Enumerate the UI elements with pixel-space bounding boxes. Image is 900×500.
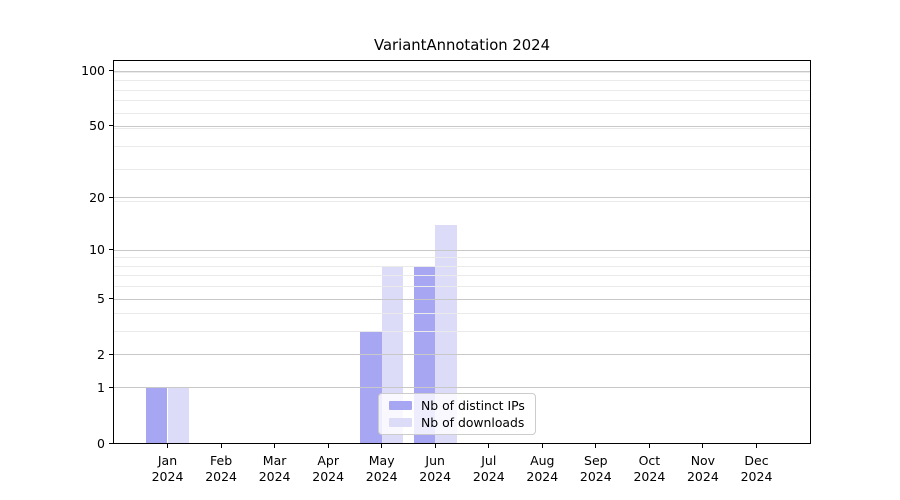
x-tick-label: Oct 2024 [617, 453, 681, 485]
bar-downloads [435, 224, 457, 443]
x-tick-year: 2024 [472, 469, 505, 484]
legend-swatch-distinct-ips [389, 401, 412, 410]
gridline-minor [114, 127, 810, 129]
gridline-major [114, 70, 810, 72]
x-tick-label: Dec 2024 [725, 453, 789, 485]
x-tick-year: 2024 [633, 469, 666, 484]
gridline-minor [114, 265, 810, 267]
gridline-minor [114, 168, 810, 170]
gridline-minor [114, 112, 810, 114]
gridline-minor [114, 286, 810, 288]
legend-item-downloads: Nb of downloads [389, 415, 525, 430]
gridline-minor [114, 275, 810, 277]
x-tick-mark [381, 444, 383, 448]
x-tick-year: 2024 [151, 469, 184, 484]
x-tick-mark [702, 444, 704, 448]
gridline-minor [114, 80, 810, 82]
y-tick-label: 0 [97, 435, 105, 451]
x-tick-label: Apr 2024 [296, 453, 360, 485]
bar-downloads [167, 387, 189, 443]
x-tick-mark [488, 444, 490, 448]
x-tick-year: 2024 [526, 469, 559, 484]
y-tick-label: 5 [97, 291, 105, 306]
gridline-minor [114, 89, 810, 91]
x-tick-month: Jun [425, 453, 445, 468]
x-tick-year: 2024 [419, 469, 452, 484]
x-tick-label: May 2024 [350, 453, 414, 485]
x-tick-label: Jul 2024 [457, 453, 521, 485]
gridline-major [114, 298, 810, 300]
x-tick-label: Feb 2024 [189, 453, 253, 485]
legend: Nb of distinct IPs Nb of downloads [378, 393, 536, 435]
x-tick-label: Mar 2024 [243, 453, 307, 485]
y-tick-label: 2 [97, 346, 105, 362]
gridline-major [114, 387, 810, 389]
bar-distinct-ips [360, 331, 382, 443]
x-tick-mark [434, 444, 436, 448]
x-tick-label: Jun 2024 [403, 453, 467, 485]
x-tick-mark [220, 444, 222, 448]
gridline-major [114, 249, 810, 251]
x-tick-month: Oct [638, 453, 661, 468]
legend-label-downloads: Nb of downloads [421, 415, 525, 430]
x-tick-mark [595, 444, 597, 448]
gridline-major [114, 354, 810, 356]
y-tick-label: 50 [89, 118, 105, 134]
x-tick-month: Feb [210, 453, 233, 468]
x-tick-mark [541, 444, 543, 448]
gridline-major [114, 125, 810, 127]
y-tick-label: 10 [89, 242, 105, 258]
plot-area [113, 60, 811, 444]
x-tick-month: Apr [317, 453, 339, 468]
y-tick-label: 20 [89, 189, 105, 205]
legend-label-distinct-ips: Nb of distinct IPs [421, 398, 525, 413]
x-tick-mark [648, 444, 650, 448]
x-tick-year: 2024 [312, 469, 345, 484]
x-tick-year: 2024 [579, 469, 612, 484]
chart-title: VariantAnnotation 2024 [374, 37, 550, 54]
x-tick-label: Jan 2024 [136, 453, 200, 485]
x-tick-month: Jul [481, 453, 497, 468]
y-tick-label: 1 [97, 379, 105, 395]
x-tick-month: Nov [690, 453, 716, 468]
gridline-minor [114, 201, 810, 203]
x-tick-label: Aug 2024 [510, 453, 574, 485]
gridline-minor [114, 71, 810, 73]
gridlines-layer [114, 61, 810, 443]
legend-swatch-downloads [389, 418, 412, 427]
x-tick-year: 2024 [740, 469, 773, 484]
x-tick-month: Mar [262, 453, 287, 468]
legend-item-distinct-ips: Nb of distinct IPs [389, 398, 525, 413]
gridline-minor [114, 100, 810, 102]
gridline-major [114, 197, 810, 199]
x-tick-label: Sep 2024 [564, 453, 628, 485]
x-tick-month: May [368, 453, 395, 468]
x-tick-month: Dec [744, 453, 769, 468]
x-tick-mark [756, 444, 757, 448]
x-tick-month: Aug [530, 453, 555, 468]
x-tick-mark [327, 444, 329, 448]
bar-distinct-ips [146, 387, 168, 443]
x-tick-month: Jan [157, 453, 178, 468]
gridline-minor [114, 331, 810, 333]
x-tick-year: 2024 [365, 469, 398, 484]
gridline-minor [114, 313, 810, 315]
x-tick-mark [167, 444, 168, 448]
x-tick-label: Nov 2024 [671, 453, 735, 485]
x-tick-year: 2024 [258, 469, 291, 484]
x-tick-mark [274, 444, 276, 448]
gridline-minor [114, 257, 810, 259]
x-tick-year: 2024 [205, 469, 237, 484]
x-tick-month: Sep [584, 453, 608, 468]
gridline-minor [114, 145, 810, 147]
x-tick-year: 2024 [686, 469, 719, 484]
y-tick-label: 100 [81, 63, 105, 79]
